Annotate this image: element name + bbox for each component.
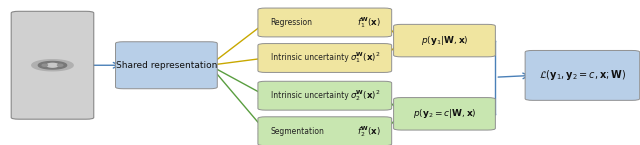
Text: $p(\mathbf{y}_1|\mathbf{W}, \mathbf{x})$: $p(\mathbf{y}_1|\mathbf{W}, \mathbf{x})$ [420,34,468,47]
Text: Intrinsic uncertainty: Intrinsic uncertainty [271,54,348,62]
Text: Intrinsic uncertainty: Intrinsic uncertainty [271,91,348,100]
Polygon shape [47,63,58,67]
Text: Regression: Regression [271,18,313,27]
Text: $\sigma_1^{\mathbf{W}}(\mathbf{x})^2$: $\sigma_1^{\mathbf{W}}(\mathbf{x})^2$ [350,51,381,65]
FancyBboxPatch shape [258,44,392,72]
Text: $f_2^{\mathbf{W}}(\mathbf{x})$: $f_2^{\mathbf{W}}(\mathbf{x})$ [356,124,381,139]
Text: $\sigma_2^{\mathbf{W}}(\mathbf{x})^2$: $\sigma_2^{\mathbf{W}}(\mathbf{x})^2$ [350,88,381,103]
Text: $f_1^{\mathbf{W}}(\mathbf{x})$: $f_1^{\mathbf{W}}(\mathbf{x})$ [356,15,381,30]
FancyBboxPatch shape [258,117,392,145]
Text: Shared representation: Shared representation [116,61,217,70]
FancyBboxPatch shape [525,50,640,100]
FancyBboxPatch shape [258,81,392,110]
FancyBboxPatch shape [394,98,495,130]
Text: $p(\mathbf{y}_2 = c|\mathbf{W}, \mathbf{x})$: $p(\mathbf{y}_2 = c|\mathbf{W}, \mathbf{… [413,107,476,120]
FancyBboxPatch shape [12,11,94,119]
FancyBboxPatch shape [394,24,495,57]
Text: $\mathcal{L}(\mathbf{y}_1, \mathbf{y}_2 = c, \mathbf{x}; \mathbf{W})$: $\mathcal{L}(\mathbf{y}_1, \mathbf{y}_2 … [539,68,626,82]
Polygon shape [32,60,73,71]
FancyBboxPatch shape [115,42,218,89]
Polygon shape [58,64,63,66]
Polygon shape [38,61,67,69]
Text: Segmentation: Segmentation [271,127,324,136]
Polygon shape [42,64,47,66]
FancyBboxPatch shape [258,8,392,37]
